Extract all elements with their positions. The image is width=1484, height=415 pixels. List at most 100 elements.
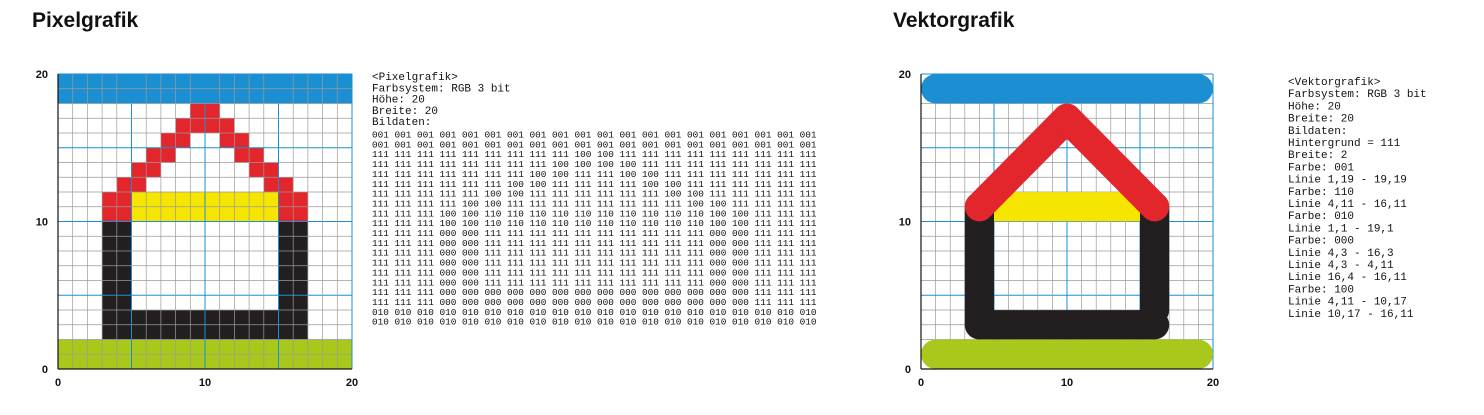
pixel <box>160 88 176 104</box>
pixel <box>190 88 205 104</box>
pixel <box>102 265 117 281</box>
pixel <box>58 339 73 355</box>
code-line: Farbe: 001 <box>1288 162 1354 174</box>
pixel <box>146 88 161 104</box>
pixel <box>116 295 132 310</box>
pixel <box>146 324 161 340</box>
pixel <box>175 74 191 89</box>
bit-row: 111 111 111 000 000 000 000 000 000 000 … <box>372 297 817 308</box>
pixel <box>249 88 264 104</box>
y-tick-label: 10 <box>36 217 48 229</box>
x-tick-label: 20 <box>346 377 358 389</box>
pixel <box>249 74 264 89</box>
pixel <box>205 206 220 222</box>
pixel <box>102 339 117 355</box>
code-line: Höhe: 20 <box>1288 101 1341 113</box>
pixel <box>219 133 235 148</box>
code-line: Linie 1,1 - 19,1 <box>1288 223 1394 235</box>
pixel <box>131 354 147 369</box>
pixel <box>146 74 161 89</box>
y-tick-label: 20 <box>899 69 911 81</box>
code-line: Linie 10,17 - 16,11 <box>1288 309 1414 321</box>
code-line: Linie 1,19 - 19,19 <box>1288 175 1407 187</box>
pixel <box>87 88 103 104</box>
pixel <box>293 251 308 266</box>
pixel <box>278 265 294 281</box>
pixel <box>102 251 117 266</box>
bit-row: 111 111 111 000 000 111 111 111 111 111 … <box>372 277 817 288</box>
code-line: Farbsystem: RGB 3 bit <box>1288 89 1427 101</box>
pixel <box>160 324 176 340</box>
pixel <box>293 324 308 340</box>
pixel <box>146 354 161 369</box>
bit-row: 001 001 001 001 001 001 001 001 001 001 … <box>372 139 817 150</box>
x-tick-label: 10 <box>1061 377 1073 389</box>
pixel <box>102 236 117 251</box>
pixel <box>278 74 294 89</box>
pixel <box>278 310 294 325</box>
pixel <box>116 265 132 281</box>
pixel <box>116 221 132 237</box>
pixel <box>293 339 308 355</box>
pixel <box>205 192 220 207</box>
marks <box>58 74 352 369</box>
pixel <box>160 74 176 89</box>
code-line: Farbe: 010 <box>1288 211 1354 223</box>
pixel <box>160 192 176 207</box>
bit-row: 111 111 111 100 100 110 110 110 110 110 … <box>372 218 817 229</box>
pixel <box>131 324 147 340</box>
pixel <box>293 192 308 207</box>
pixel <box>205 88 220 104</box>
pixel <box>278 88 294 104</box>
pixel <box>87 339 103 355</box>
pixel <box>293 354 308 369</box>
pixel <box>146 310 161 325</box>
pixel <box>131 74 147 89</box>
pixel <box>249 324 264 340</box>
pixel <box>278 295 294 310</box>
pixel <box>102 354 117 369</box>
bit-row: 111 111 111 000 000 111 111 111 111 111 … <box>372 267 817 278</box>
panel-title: Pixelgrafik <box>32 9 139 32</box>
pixel <box>278 339 294 355</box>
pixel <box>219 206 235 222</box>
pixel <box>116 206 132 222</box>
pixel <box>72 354 88 369</box>
code-line: Bildaten: <box>1288 126 1347 138</box>
pixel <box>234 192 250 207</box>
pixel <box>190 310 205 325</box>
code-line: Farbe: 110 <box>1288 187 1354 199</box>
pixel <box>146 339 161 355</box>
code-line: Linie 4,11 - 16,11 <box>1288 199 1407 211</box>
pixel <box>160 339 176 355</box>
code-line: <Pixelgrafik> <box>372 72 458 84</box>
pixel <box>249 339 264 355</box>
grid <box>57 73 353 370</box>
pixel <box>278 324 294 340</box>
bit-row: 111 111 111 000 000 111 111 111 111 111 … <box>372 228 817 239</box>
pixel <box>175 354 191 369</box>
pixel <box>219 339 235 355</box>
pixel <box>160 147 176 163</box>
bit-row: 111 111 111 000 000 000 000 000 000 000 … <box>372 287 817 298</box>
bit-row: 111 111 111 100 100 110 110 110 110 110 … <box>372 208 817 219</box>
pixel <box>190 206 205 222</box>
x-tick-label: 0 <box>918 377 924 389</box>
pixel <box>58 74 73 89</box>
pixel <box>116 88 132 104</box>
pixel <box>322 339 338 355</box>
pixel <box>116 177 132 192</box>
pixel <box>234 339 250 355</box>
x-tick-label: 0 <box>55 377 61 389</box>
y-tick-label: 20 <box>36 69 48 81</box>
y-tick-label: 0 <box>42 364 48 376</box>
code-line: Farbe: 100 <box>1288 284 1354 296</box>
code-line: Hintergrund = 111 <box>1288 138 1401 150</box>
pixel <box>293 206 308 222</box>
code-line: Farbe: 000 <box>1288 236 1354 248</box>
pixel <box>263 162 279 178</box>
pixel <box>116 339 132 355</box>
pixel <box>234 206 250 222</box>
pixel <box>87 354 103 369</box>
pixel <box>263 324 279 340</box>
